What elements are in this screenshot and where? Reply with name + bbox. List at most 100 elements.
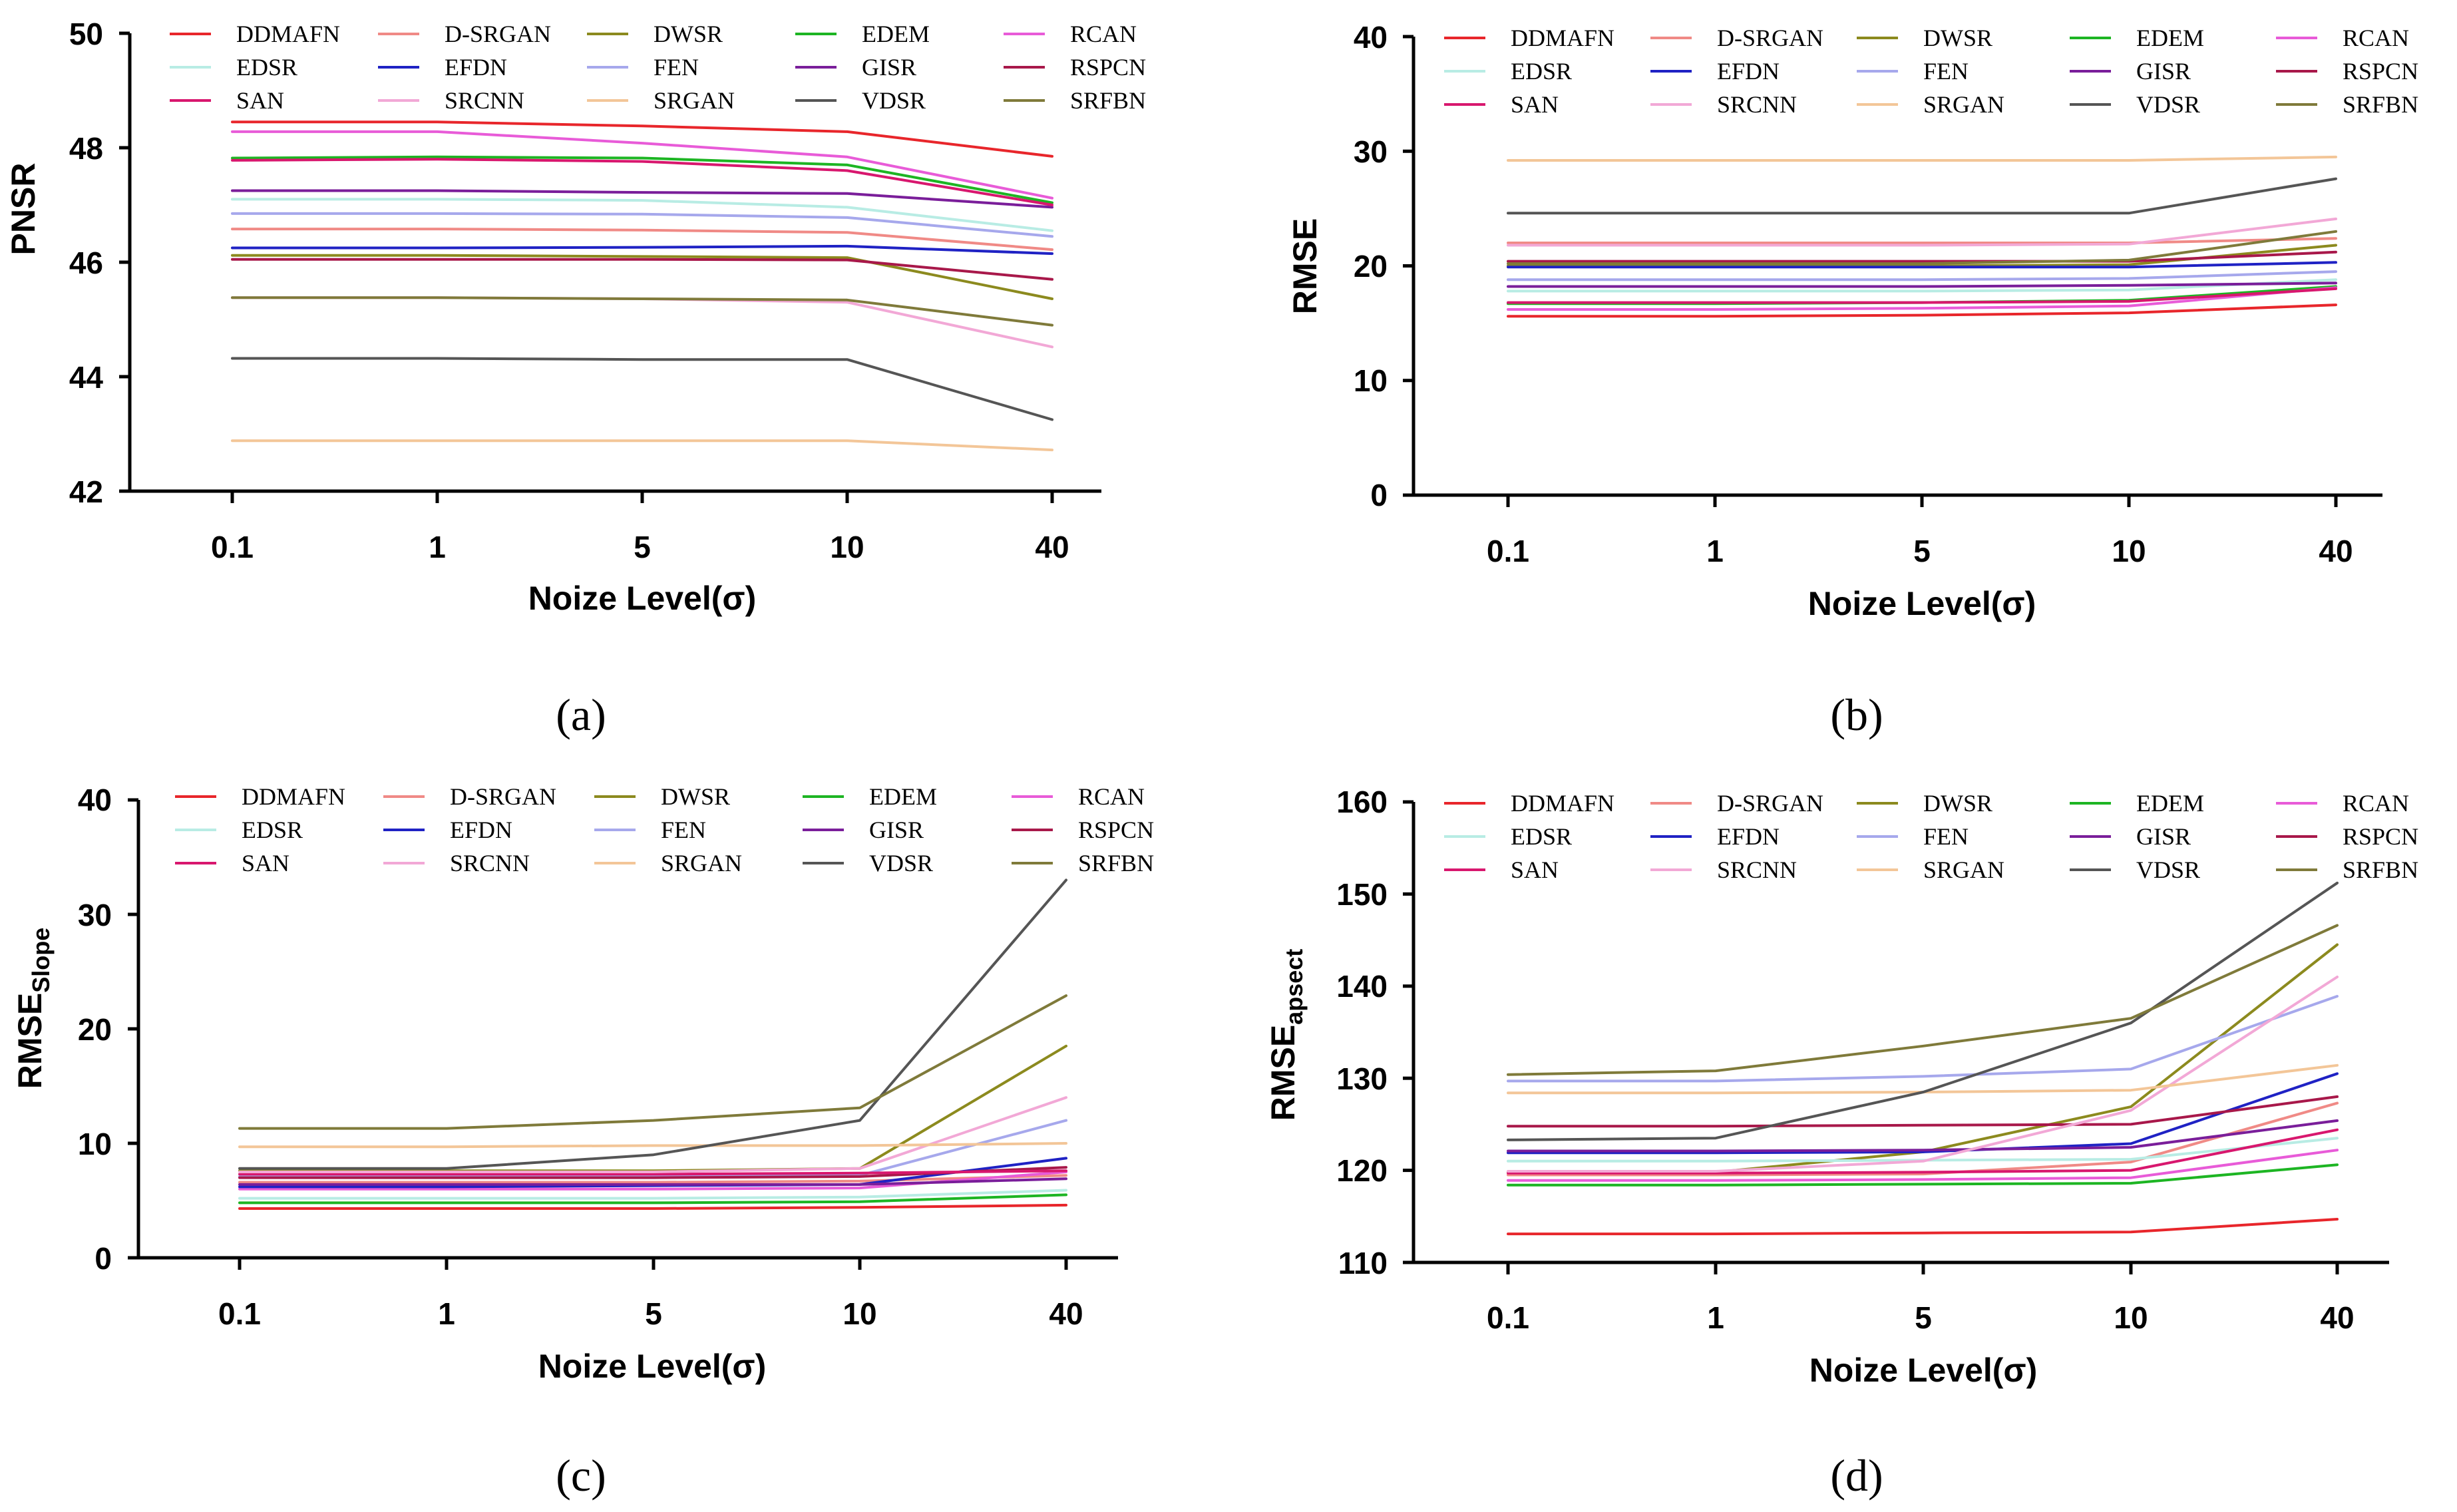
panel-c-series-d-srgan xyxy=(238,1174,1067,1184)
panel-b-legend-label: SRFBN xyxy=(2343,91,2418,118)
panel-b-plot: DDMAFN D-SRGAN DWSR EDEM RCAN EDSR EFDN FEN GISR… xyxy=(1403,25,2418,507)
panel-d: RMSEapsect 110 120 130 140 150 160 0.1 1… xyxy=(1264,785,2355,1501)
panel-b-series-rspcn xyxy=(1507,250,2337,263)
panel-a-xtick: 5 xyxy=(634,530,651,564)
panel-c-xticks: 0.1 1 5 10 40 xyxy=(218,1296,1083,1331)
panel-a-plot: DDMAFN D-SRGAN DWSR EDEM RCAN EDSR EFDN FEN GISR… xyxy=(119,21,1146,503)
panel-c-yticks: 0 10 20 30 40 xyxy=(78,783,112,1276)
panel-d-xlabel: Noize Level(σ) xyxy=(1809,1352,2038,1389)
panel-d-series-rspcn xyxy=(1507,1095,2339,1128)
panel-b-legend-label: RCAN xyxy=(2343,25,2409,51)
plot-layer: DDMAFN D-SRGAN DWSR EDEM RCAN EDSR EFDN FEN GISR… xyxy=(119,21,2418,1274)
panel-c-legend-label: VDSR xyxy=(869,850,933,876)
panel-d-ytick: 150 xyxy=(1336,877,1388,912)
panel-a-legend: DDMAFN D-SRGAN DWSR EDEM RCAN EDSR EFDN FEN GISR… xyxy=(170,21,1146,114)
panel-b-xtick: 5 xyxy=(1913,534,1931,568)
panel-c-legend-label: SRGAN xyxy=(661,850,742,876)
panel-b-legend-label: EDSR xyxy=(1511,58,1572,85)
panel-a-series-edem xyxy=(231,155,1053,204)
panel-c-series-san xyxy=(238,1169,1067,1176)
panel-a-series-rspcn xyxy=(231,258,1053,281)
panel-c-xtick: 5 xyxy=(645,1296,662,1331)
panel-c-series-srfbn xyxy=(238,994,1067,1130)
panel-b-ytick: 30 xyxy=(1354,134,1388,169)
panel-d-legend-label: SRGAN xyxy=(1923,856,2004,883)
panel-d-series-rcan xyxy=(1507,1149,2339,1182)
panel-b-legend-label: EDEM xyxy=(2136,25,2204,51)
panel-a-series-edsr xyxy=(231,198,1053,232)
panel-d-series-efdn xyxy=(1507,1072,2339,1155)
panel-a-legend-label: RSPCN xyxy=(1070,54,1146,81)
panel-d-xtick: 10 xyxy=(2114,1300,2148,1335)
panel-b-series-gisr xyxy=(1507,282,2337,288)
panel-a-series-srfbn xyxy=(231,296,1053,327)
panel-b-ytick: 10 xyxy=(1354,363,1388,398)
panel-a-legend-label: RCAN xyxy=(1070,21,1137,47)
panel-c-ylabel-sub: Slope xyxy=(27,928,55,993)
panel-d-series-srcnn xyxy=(1507,976,2339,1173)
panel-d-legend-label: EDSR xyxy=(1511,823,1572,850)
panel-a-xtick: 40 xyxy=(1035,530,1069,564)
panel-d-ylabel-main: RMSE xyxy=(1264,1025,1302,1121)
panel-a-series-srgan xyxy=(231,439,1053,452)
panel-b-ytick: 20 xyxy=(1354,249,1388,284)
panel-a-legend-label: SRCNN xyxy=(445,87,524,114)
panel-d-series-srfbn xyxy=(1507,924,2339,1076)
panel-d-ytick: 140 xyxy=(1336,969,1388,1004)
panel-c-legend-label: FEN xyxy=(661,817,706,843)
panel-d-caption: (d) xyxy=(1830,1450,1883,1501)
panel-a-xlabel: Noize Level(σ) xyxy=(528,580,757,617)
panel-c-series-edsr xyxy=(238,1189,1067,1200)
panel-c-legend-label: SRFBN xyxy=(1078,850,1154,876)
panel-b-xlabel: Noize Level(σ) xyxy=(1808,585,2036,622)
panel-b-legend-label: DWSR xyxy=(1923,25,1992,51)
panel-a-xticks: 0.1 1 5 10 40 xyxy=(211,530,1069,564)
panel-a-series-ddmafn xyxy=(231,120,1053,158)
panel-a-series-san xyxy=(231,158,1053,206)
panel-b-legend-label: GISR xyxy=(2136,58,2191,85)
panel-d-legend-label: GISR xyxy=(2136,823,2191,850)
panel-a-legend-label: GISR xyxy=(862,54,916,81)
panel-b-series-vdsr xyxy=(1507,177,2337,215)
panel-b-series-ddmafn xyxy=(1507,303,2337,318)
panel-d-plot: DDMAFN D-SRGAN DWSR EDEM RCAN EDSR EFDN FEN GISR… xyxy=(1403,790,2418,1274)
panel-c-legend-label: D-SRGAN xyxy=(450,783,556,810)
panel-c-series-srgan xyxy=(238,1142,1067,1149)
panel-a-series-d-srgan xyxy=(231,228,1053,252)
panel-d-xtick: 5 xyxy=(1915,1300,1932,1335)
panel-d-series-edem xyxy=(1507,1163,2339,1187)
panel-c-xtick: 1 xyxy=(438,1296,455,1331)
panel-d-legend-label: RSPCN xyxy=(2343,823,2418,850)
panel-d-legend-label: EFDN xyxy=(1717,823,1780,850)
panel-b-series-san xyxy=(1507,287,2337,304)
panel-c-legend-label: EDSR xyxy=(242,817,303,843)
panel-d-legend-label: FEN xyxy=(1923,823,1969,850)
panel-a-ytick: 46 xyxy=(69,246,103,280)
panel-a-legend-label: VDSR xyxy=(862,87,926,114)
panel-d-legend-label: D-SRGAN xyxy=(1717,790,1823,817)
panel-a-series-vdsr xyxy=(231,357,1053,421)
panel-d-ytick: 160 xyxy=(1336,785,1388,819)
panel-d-legend-label: DDMAFN xyxy=(1511,790,1614,817)
panel-d-legend-label: RCAN xyxy=(2343,790,2409,817)
panel-a-legend-label: FEN xyxy=(654,54,699,81)
panel-a-series-rcan xyxy=(231,130,1053,200)
panel-b-series-rcan xyxy=(1507,286,2337,311)
panel-b-legend-label: SRGAN xyxy=(1923,91,2004,118)
panel-d-legend-label: VDSR xyxy=(2136,856,2200,883)
panel-b-series-edsr xyxy=(1507,278,2337,293)
panel-c-legend-label: SRCNN xyxy=(450,850,530,876)
panel-c-legend-label: SAN xyxy=(242,850,289,876)
panel-d-series-ddmafn xyxy=(1507,1218,2339,1236)
panel-d-ytick: 110 xyxy=(1338,1246,1388,1280)
panel-c-ytick: 30 xyxy=(78,898,112,932)
panel-d-legend-label: SRCNN xyxy=(1717,856,1797,883)
panel-c-series-gisr xyxy=(238,1177,1067,1186)
panel-a-series-gisr xyxy=(231,189,1053,209)
panel-b-legend-label: EFDN xyxy=(1717,58,1780,85)
panel-d-xtick: 40 xyxy=(2320,1300,2354,1335)
panel-c-legend-label: DDMAFN xyxy=(242,783,345,810)
panel-d-xticks: 0.1 1 5 10 40 xyxy=(1487,1300,2355,1335)
panel-d-ylabel: RMSEapsect xyxy=(1264,949,1308,1121)
